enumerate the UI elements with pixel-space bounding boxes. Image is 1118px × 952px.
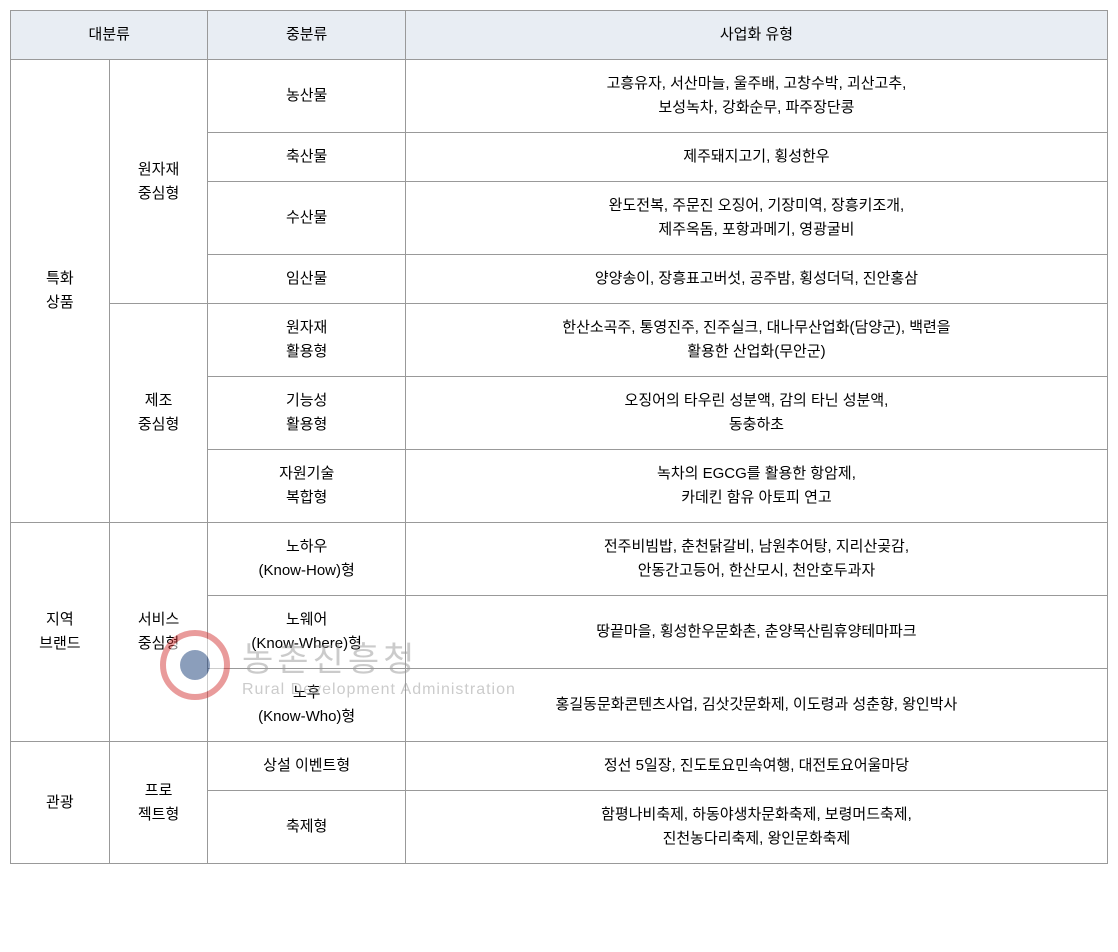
header-middle: 중분류 [208,11,405,60]
mid-knowhow: 노하우(Know-How)형 [208,523,405,596]
content-livestock: 제주돼지고기, 횡성한우 [405,133,1107,182]
content-knowwho: 홍길동문화콘텐츠사업, 김삿갓문화제, 이도령과 성춘향, 왕인박사 [405,669,1107,742]
mid-festival: 축제형 [208,791,405,864]
content-forest: 양양송이, 장흥표고버섯, 공주밤, 횡성더덕, 진안홍삼 [405,255,1107,304]
mid-permanent: 상설 이벤트형 [208,742,405,791]
content-marine: 완도전복, 주문진 오징어, 기장미역, 장흥키조개,제주옥돔, 포항과메기, … [405,182,1107,255]
content-knowwhere: 땅끝마을, 횡성한우문화촌, 춘양목산림휴양테마파크 [405,596,1107,669]
mid-resource-tech: 자원기술복합형 [208,450,405,523]
mid-raw-util: 원자재활용형 [208,304,405,377]
content-resource-tech: 녹차의 EGCG를 활용한 항암제,카데킨 함유 아토피 연고 [405,450,1107,523]
sub-project: 프로젝트형 [109,742,208,864]
mid-forest: 임산물 [208,255,405,304]
table-row: 지역브랜드 서비스중심형 노하우(Know-How)형 전주비빔밥, 춘천닭갈비… [11,523,1108,596]
header-row: 대분류 중분류 사업화 유형 [11,11,1108,60]
header-major: 대분류 [11,11,208,60]
sub-manufacturing: 제조중심형 [109,304,208,523]
mid-livestock: 축산물 [208,133,405,182]
classification-table: 대분류 중분류 사업화 유형 특화상품 원자재중심형 농산물 고흥유자, 서산마… [10,10,1108,864]
content-knowhow: 전주비빔밥, 춘천닭갈비, 남원추어탕, 지리산곶감,안동간고등어, 한산모시,… [405,523,1107,596]
mid-functional: 기능성활용형 [208,377,405,450]
content-raw-util: 한산소곡주, 통영진주, 진주실크, 대나무산업화(담양군), 백련을활용한 산… [405,304,1107,377]
content-functional: 오징어의 타우린 성분액, 감의 타닌 성분액,동충하초 [405,377,1107,450]
table-row: 특화상품 원자재중심형 농산물 고흥유자, 서산마늘, 울주배, 고창수박, 괴… [11,60,1108,133]
major-tourism: 관광 [11,742,110,864]
mid-knowwho: 노후(Know-Who)형 [208,669,405,742]
table-row: 관광 프로젝트형 상설 이벤트형 정선 5일장, 진도토요민속여행, 대전토요어… [11,742,1108,791]
mid-marine: 수산물 [208,182,405,255]
sub-raw-material: 원자재중심형 [109,60,208,304]
sub-service: 서비스중심형 [109,523,208,742]
major-regional: 지역브랜드 [11,523,110,742]
table-wrapper: 대분류 중분류 사업화 유형 특화상품 원자재중심형 농산물 고흥유자, 서산마… [10,10,1108,864]
header-type: 사업화 유형 [405,11,1107,60]
major-specialty: 특화상품 [11,60,110,523]
content-agricultural: 고흥유자, 서산마늘, 울주배, 고창수박, 괴산고추,보성녹차, 강화순무, … [405,60,1107,133]
mid-agricultural: 농산물 [208,60,405,133]
content-festival: 함평나비축제, 하동야생차문화축제, 보령머드축제,진천농다리축제, 왕인문화축… [405,791,1107,864]
mid-knowwhere: 노웨어(Know-Where)형 [208,596,405,669]
content-permanent: 정선 5일장, 진도토요민속여행, 대전토요어울마당 [405,742,1107,791]
table-row: 제조중심형 원자재활용형 한산소곡주, 통영진주, 진주실크, 대나무산업화(담… [11,304,1108,377]
